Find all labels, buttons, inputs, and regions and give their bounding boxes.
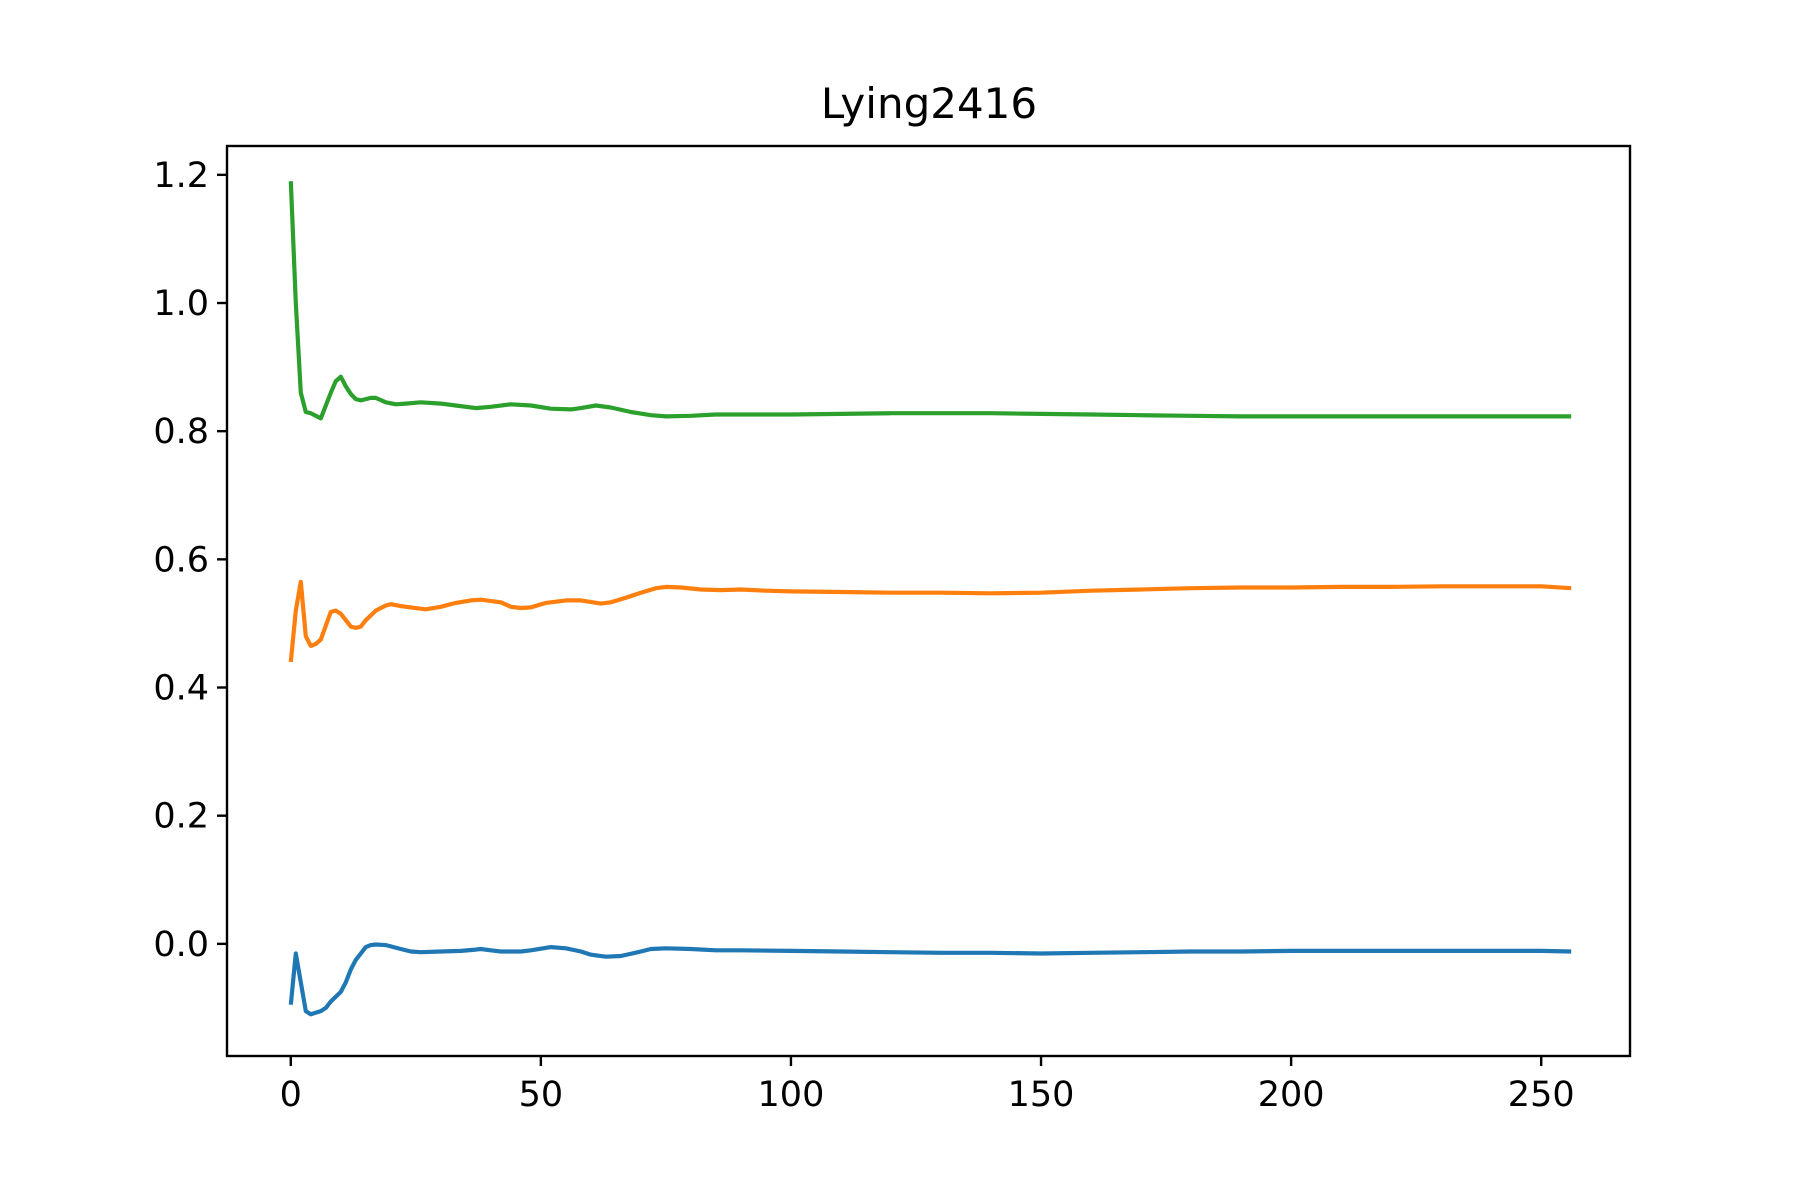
x-tick-label: 0	[280, 1075, 302, 1115]
series-line-1	[288, 942, 1572, 1017]
y-tick-label: 0.2	[153, 797, 209, 837]
y-tick-label: 0.0	[153, 925, 209, 965]
chart-title: Lying2416	[821, 79, 1037, 128]
plot-frame	[225, 144, 1632, 1058]
y-tick-label: 1.0	[153, 284, 209, 324]
series-line-3	[288, 181, 1572, 421]
x-tick-label: 100	[758, 1075, 825, 1115]
x-tick-label: 150	[1008, 1075, 1075, 1115]
y-tick-label: 1.2	[153, 156, 209, 196]
y-tick-label: 0.4	[153, 669, 209, 709]
x-tick-label: 200	[1258, 1075, 1325, 1115]
x-tick-label: 250	[1508, 1075, 1575, 1115]
y-tick-label: 0.8	[153, 412, 209, 452]
y-axis: 0.0 0.2 0.4 0.6 0.8 1.0 1.2	[153, 156, 227, 965]
x-tick-label: 50	[519, 1075, 564, 1115]
y-tick-label: 0.6	[153, 540, 209, 580]
series-group	[288, 181, 1572, 1017]
series-line-2	[288, 579, 1572, 663]
x-axis: 0 50 100 150 200 250	[280, 1056, 1575, 1115]
